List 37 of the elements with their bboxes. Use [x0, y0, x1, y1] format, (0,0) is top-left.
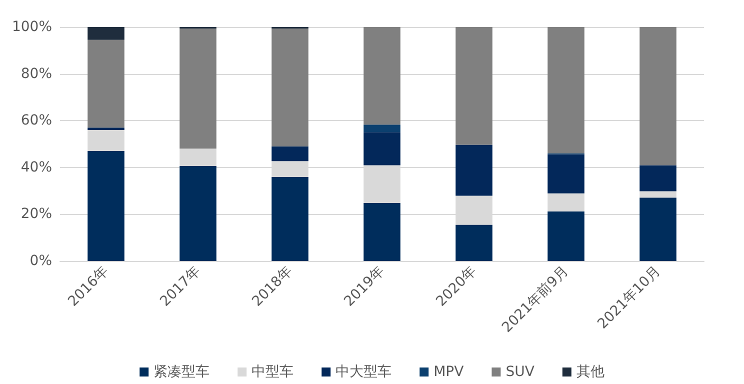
- y-tick-label: 40%: [20, 159, 52, 176]
- bar: [88, 151, 124, 261]
- bar: [364, 27, 400, 125]
- bar: [548, 27, 584, 154]
- bar: [364, 124, 400, 132]
- bar: [364, 202, 400, 261]
- y-tick-label: 20%: [20, 206, 52, 222]
- legend-label: 紧凑型车: [154, 364, 210, 380]
- legend-label: 中型车: [252, 364, 294, 380]
- bar: [640, 191, 676, 198]
- legend-label: MPV: [434, 364, 464, 380]
- bar: [272, 28, 308, 146]
- y-tick-label: 0%: [30, 253, 52, 269]
- bar: [640, 27, 676, 166]
- legend-label: 中大型车: [336, 364, 392, 380]
- bar: [180, 28, 216, 149]
- y-tick-label: 60%: [20, 112, 52, 129]
- legend-label: 其他: [576, 364, 604, 380]
- bar: [88, 130, 124, 152]
- bar: [456, 144, 492, 196]
- bar: [548, 154, 584, 194]
- bar: [272, 176, 308, 261]
- y-tick-label: 80%: [20, 66, 52, 82]
- bar: [548, 193, 584, 212]
- bar: [180, 166, 216, 261]
- bar: [456, 27, 492, 145]
- bar: [640, 198, 676, 261]
- bar: [180, 148, 216, 166]
- bar: [456, 224, 492, 261]
- bar: [88, 40, 124, 128]
- bar: [272, 146, 308, 162]
- bar: [548, 211, 584, 261]
- y-tick-label: 100%: [12, 19, 52, 35]
- bar: [640, 165, 676, 192]
- legend-label: SUV: [506, 364, 535, 380]
- bar: [364, 132, 400, 166]
- bar: [88, 27, 124, 40]
